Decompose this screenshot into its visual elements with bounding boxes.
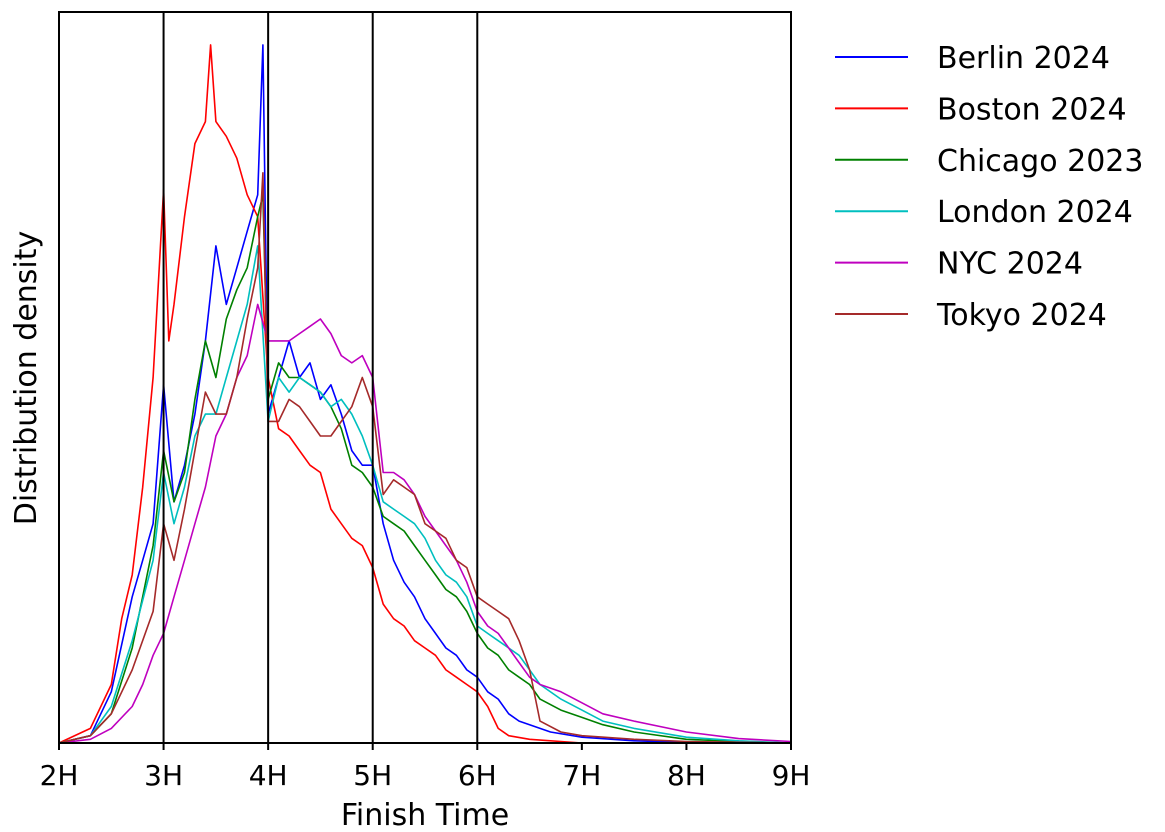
legend-label: London 2024: [937, 195, 1133, 230]
legend-item: Boston 2024: [835, 92, 1127, 127]
legend-item: Chicago 2023: [835, 144, 1143, 179]
series-line-nyc-2024: [58, 303, 792, 744]
legend-label: Chicago 2023: [937, 144, 1143, 179]
legend-label: Boston 2024: [937, 92, 1127, 127]
x-tick-label: 4H: [249, 759, 288, 792]
x-tick-label: 6H: [458, 759, 497, 792]
plot-frame: [58, 11, 792, 744]
legend-label: Berlin 2024: [937, 41, 1110, 76]
legend-item: Berlin 2024: [835, 41, 1110, 76]
series-line-berlin-2024: [58, 44, 792, 744]
legend-item: Tokyo 2024: [835, 298, 1107, 333]
x-tick-label: 2H: [40, 759, 79, 792]
x-tick-label: 3H: [144, 759, 183, 792]
legend-label: NYC 2024: [937, 247, 1083, 282]
x-ticks: 2H 3H 4H 5H 6H 7H 8H 9H: [40, 743, 811, 792]
legend-label: Tokyo 2024: [936, 298, 1107, 333]
legend-item: London 2024: [835, 195, 1133, 230]
vertical-reference-lines: [162, 12, 479, 743]
legend: Berlin 2024 Boston 2024 Chicago 2023 London…: [835, 41, 1143, 333]
y-axis-label: Distribution density: [9, 231, 44, 526]
legend-item: NYC 2024: [835, 247, 1083, 282]
series-line-tokyo-2024: [58, 172, 792, 744]
x-tick-label: 5H: [353, 759, 392, 792]
x-tick-label: 7H: [562, 759, 601, 792]
series-layer: [58, 44, 792, 744]
x-tick-label: 9H: [772, 759, 811, 792]
series-line-boston-2024: [58, 44, 791, 744]
series-line-chicago-2023: [58, 194, 792, 744]
x-axis-label: Finish Time: [341, 798, 509, 832]
x-tick-label: 8H: [667, 759, 706, 792]
